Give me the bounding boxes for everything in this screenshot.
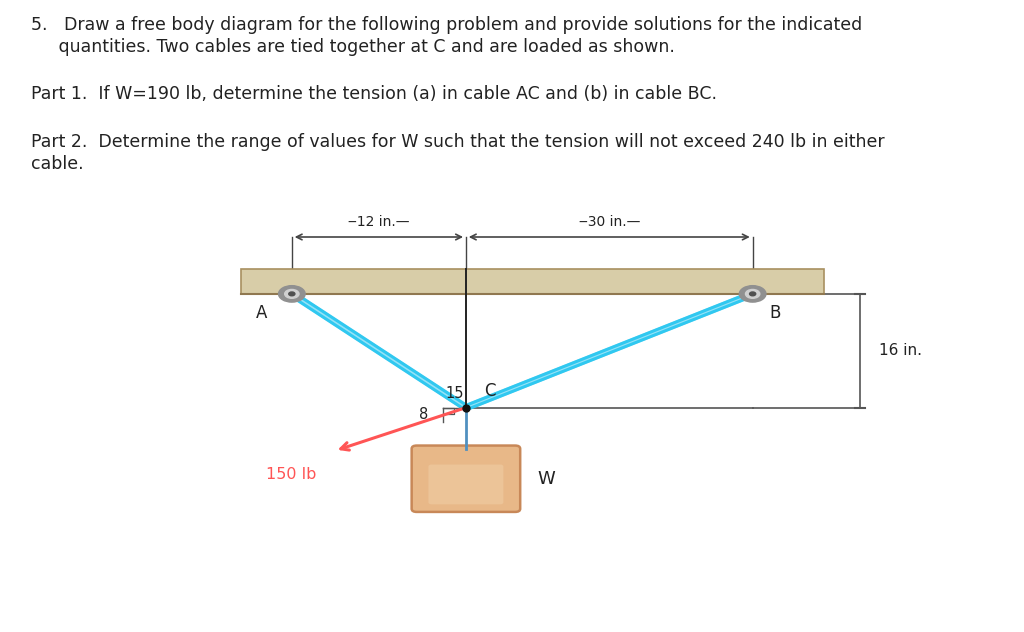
FancyBboxPatch shape bbox=[412, 446, 520, 512]
FancyBboxPatch shape bbox=[428, 465, 504, 504]
Text: 15: 15 bbox=[445, 386, 464, 401]
Text: ‒12 in.—: ‒12 in.— bbox=[348, 216, 410, 229]
Text: A: A bbox=[255, 304, 267, 322]
Circle shape bbox=[289, 292, 295, 296]
Text: 16 in.: 16 in. bbox=[879, 343, 922, 358]
Bar bbox=[241, 269, 824, 294]
Text: W: W bbox=[538, 470, 555, 488]
Circle shape bbox=[739, 286, 766, 302]
Text: 5.   Draw a free body diagram for the following problem and provide solutions fo: 5. Draw a free body diagram for the foll… bbox=[31, 16, 862, 33]
Text: C: C bbox=[484, 382, 496, 400]
Text: cable.: cable. bbox=[31, 155, 83, 173]
Circle shape bbox=[279, 286, 305, 302]
Text: Part 1.  If W=190 lb, determine the tension (a) in cable AC and (b) in cable BC.: Part 1. If W=190 lb, determine the tensi… bbox=[31, 85, 717, 103]
Circle shape bbox=[745, 289, 760, 298]
Text: 150 lb: 150 lb bbox=[266, 466, 316, 482]
Circle shape bbox=[285, 289, 299, 298]
Text: 8: 8 bbox=[419, 407, 428, 422]
Text: quantities. Two cables are tied together at C and are loaded as shown.: quantities. Two cables are tied together… bbox=[31, 38, 675, 56]
Circle shape bbox=[750, 292, 756, 296]
Text: ‒30 in.—: ‒30 in.— bbox=[579, 216, 640, 229]
Text: B: B bbox=[769, 304, 781, 322]
Text: Part 2.  Determine the range of values for W such that the tension will not exce: Part 2. Determine the range of values fo… bbox=[31, 133, 885, 150]
